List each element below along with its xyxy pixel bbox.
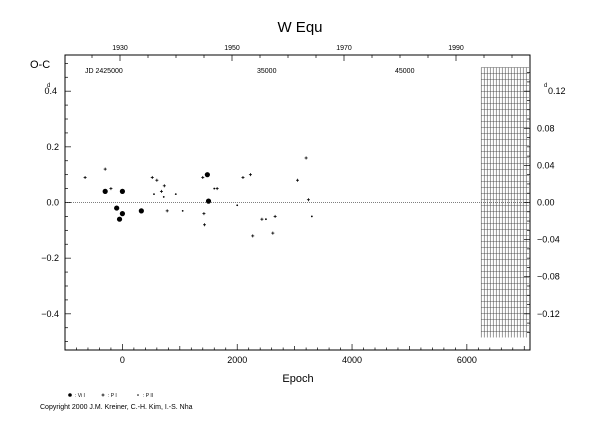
jd-label: JD 2425000	[85, 68, 123, 75]
point-p-i	[271, 231, 275, 235]
y-tick-label: 0.4	[44, 86, 57, 96]
legend-label: : Vi I	[75, 393, 85, 399]
point-p-i	[304, 156, 308, 160]
point-p-i	[202, 212, 206, 216]
y-tick-label: 0.2	[46, 142, 59, 152]
legend-label: : P I	[108, 393, 117, 399]
right-tick-label: −0.12	[537, 309, 560, 319]
top-axis-label: 1930	[112, 45, 128, 52]
legend: : Vi I : P I : P II	[68, 393, 153, 399]
point-p-ii	[181, 209, 184, 212]
point-p-ii	[213, 187, 216, 190]
chart-title: W Equ	[277, 19, 322, 36]
point-vi-i	[119, 211, 126, 217]
point-p-i	[150, 175, 154, 179]
right-tick-label: 0.00	[537, 198, 555, 208]
point-p-i	[203, 223, 206, 227]
point-p-i	[109, 187, 113, 191]
point-p-i	[159, 189, 163, 193]
legend-label: : P II	[143, 393, 153, 399]
point-p-i	[83, 175, 87, 179]
point-vi-i	[138, 208, 144, 214]
right-tick-label: 0.04	[537, 160, 555, 170]
right-unit-superscript: d	[544, 83, 547, 89]
point-p-i	[306, 198, 310, 202]
point-p-i	[201, 175, 205, 179]
top-axis-label: 1950	[224, 45, 240, 52]
right-tick-label: −0.08	[537, 272, 560, 282]
prediction-band	[480, 67, 529, 338]
legend-marker	[137, 394, 139, 396]
point-p-i	[162, 184, 166, 188]
point-p-i	[215, 187, 219, 191]
point-p-i	[296, 178, 299, 182]
y-tick-label: −0.4	[41, 309, 59, 319]
right-tick-label: 0.08	[537, 123, 555, 133]
point-vi-i	[119, 188, 126, 194]
jd-label: 45000	[395, 68, 415, 75]
right-tick-label: −0.04	[537, 235, 560, 245]
top-axis-label: 1990	[448, 45, 464, 52]
point-vi-i	[116, 216, 123, 222]
x-axis-label: Epoch	[282, 373, 313, 385]
point-p-i	[165, 209, 169, 213]
point-p-i	[260, 217, 264, 221]
point-p-ii	[162, 196, 165, 198]
point-p-ii	[174, 193, 177, 196]
point-p-i	[241, 175, 245, 179]
legend-marker	[68, 393, 72, 397]
y-axis-label: O-C	[30, 59, 50, 71]
point-vi-i	[102, 188, 108, 194]
point-p-i	[273, 214, 277, 218]
point-p-i	[103, 167, 107, 171]
x-tick-label: 4000	[342, 355, 362, 365]
copyright-note: Copyright 2000 J.M. Kreiner, C.-H. Kim, …	[40, 404, 193, 411]
right-tick-label: 0.12	[548, 86, 566, 96]
point-p-i	[155, 178, 159, 182]
y-unit-superscript: d	[47, 83, 50, 89]
data-points	[83, 156, 313, 238]
y-tick-label: −0.2	[41, 253, 59, 263]
jd-label: 35000	[257, 68, 277, 75]
point-p-ii	[310, 215, 313, 218]
point-p-ii	[153, 193, 155, 196]
point-p-ii	[265, 218, 267, 221]
x-tick-label: 6000	[457, 355, 477, 365]
point-p-i	[248, 173, 252, 177]
point-vi-i	[205, 198, 212, 204]
point-p-i	[251, 234, 255, 238]
x-tick-label: 0	[120, 355, 125, 365]
point-p-ii	[236, 204, 239, 207]
top-axis-label: 1970	[336, 45, 352, 52]
y-tick-label: 0.0	[46, 198, 59, 208]
axis-tick-labels: 0 2000 4000 6000 1930 1950 1970 1990 JD 2425000 3…	[41, 45, 565, 365]
axis-ticks	[64, 55, 530, 350]
point-vi-i	[204, 172, 210, 178]
x-tick-label: 2000	[227, 355, 247, 365]
point-vi-i	[114, 205, 120, 211]
